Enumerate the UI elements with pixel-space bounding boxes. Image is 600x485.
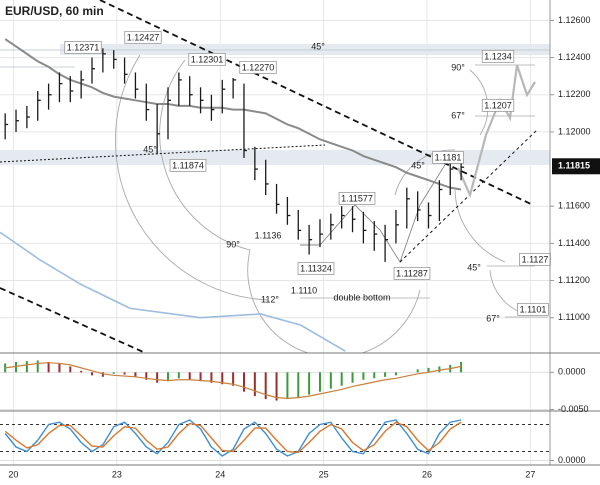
- oscillator-line: [4, 421, 462, 454]
- annotation: 1.11324: [300, 263, 332, 273]
- annotation: 1.12371: [67, 42, 100, 52]
- annotation: 45°: [411, 160, 425, 170]
- x-tick-label: 25: [319, 469, 329, 479]
- annotation: 1.12301: [191, 54, 224, 64]
- annotation: 1.1127: [522, 254, 549, 264]
- drawings: [0, 0, 550, 353]
- x-tick-label: 26: [422, 469, 432, 479]
- zone: [0, 150, 550, 165]
- x-tick-label: 20: [8, 469, 18, 479]
- fan-arc: [115, 54, 269, 301]
- annotation: 112°: [261, 294, 279, 304]
- annotation: 1.12270: [242, 62, 275, 72]
- annotation: double bottom: [333, 292, 390, 302]
- annotation-box: [338, 191, 376, 205]
- x-tick-label: 27: [525, 469, 535, 479]
- y-tick-label: 1.11200: [558, 275, 590, 285]
- annotation-box: [481, 98, 515, 112]
- y-tick-label: 0.0000: [558, 455, 586, 465]
- annotation-box: [239, 60, 277, 74]
- x-tick-label: 24: [215, 469, 225, 479]
- annotation-box: [393, 266, 431, 280]
- marks: 1.12371 1.12427 1.12301 1.12270 45° 45° 1.1187…: [0, 30, 551, 457]
- oscillator-line: [4, 419, 462, 457]
- annotation: 1.1101: [520, 304, 547, 314]
- chart-title: EUR/USD, 60 min: [5, 4, 104, 18]
- overlay-line: [0, 231, 346, 352]
- last-price-label: 1.11815: [558, 161, 590, 171]
- annotation: 1.1181: [435, 152, 462, 162]
- annotation: 1.1136: [255, 230, 282, 240]
- annotation-box: [517, 302, 549, 316]
- annotation: 90°: [451, 62, 465, 72]
- main-plot: [0, 38, 465, 352]
- y-tick-label: -0.0050: [558, 404, 589, 414]
- annotation: 1.11287: [396, 268, 428, 278]
- annotation: 1.1110: [291, 285, 317, 295]
- y-tick-label: 1.11000: [558, 312, 590, 322]
- y-tick-label: 1.12200: [558, 89, 591, 99]
- annotation: 45°: [311, 41, 325, 51]
- trend-line: [399, 129, 538, 263]
- annotation: 67°: [451, 110, 465, 120]
- y-tick-label: 0.0000: [558, 367, 586, 377]
- zone: [60, 44, 550, 55]
- annotation-box: [481, 49, 515, 63]
- x-tick-label: 23: [112, 469, 122, 479]
- y-tick-label: 1.12600: [558, 15, 591, 25]
- annotation-box: [124, 30, 162, 44]
- y-tick-label: 1.11400: [558, 238, 590, 248]
- fan-arc: [159, 59, 421, 353]
- annotation: 1.1207: [484, 100, 512, 110]
- annotation-box: [64, 40, 102, 54]
- annotation: 45°: [467, 262, 481, 272]
- fan-arc: [454, 189, 506, 263]
- y-tick-label: 1.12000: [558, 126, 591, 136]
- annotation: 1.12427: [127, 32, 160, 42]
- last-price-box: [552, 158, 600, 175]
- annotation: 67°: [486, 313, 500, 323]
- y-tick-label: 1.11600: [558, 201, 590, 211]
- signal-line: [5, 362, 462, 399]
- annotation: 1.1234: [484, 51, 512, 61]
- annotation: 90°: [226, 239, 240, 249]
- annotation-box: [188, 52, 226, 66]
- annotation-box: [432, 150, 464, 164]
- annotation: 1.11874: [172, 160, 204, 170]
- annotation: 1.11577: [341, 193, 373, 203]
- annotation-box: [297, 261, 335, 275]
- annotation-box: [169, 158, 207, 172]
- fan-arc: [394, 149, 456, 196]
- trend-line: [0, 287, 148, 353]
- y-tick-label: 1.12400: [558, 52, 591, 62]
- fan-arc: [489, 269, 521, 313]
- annotation: 45°: [143, 144, 157, 154]
